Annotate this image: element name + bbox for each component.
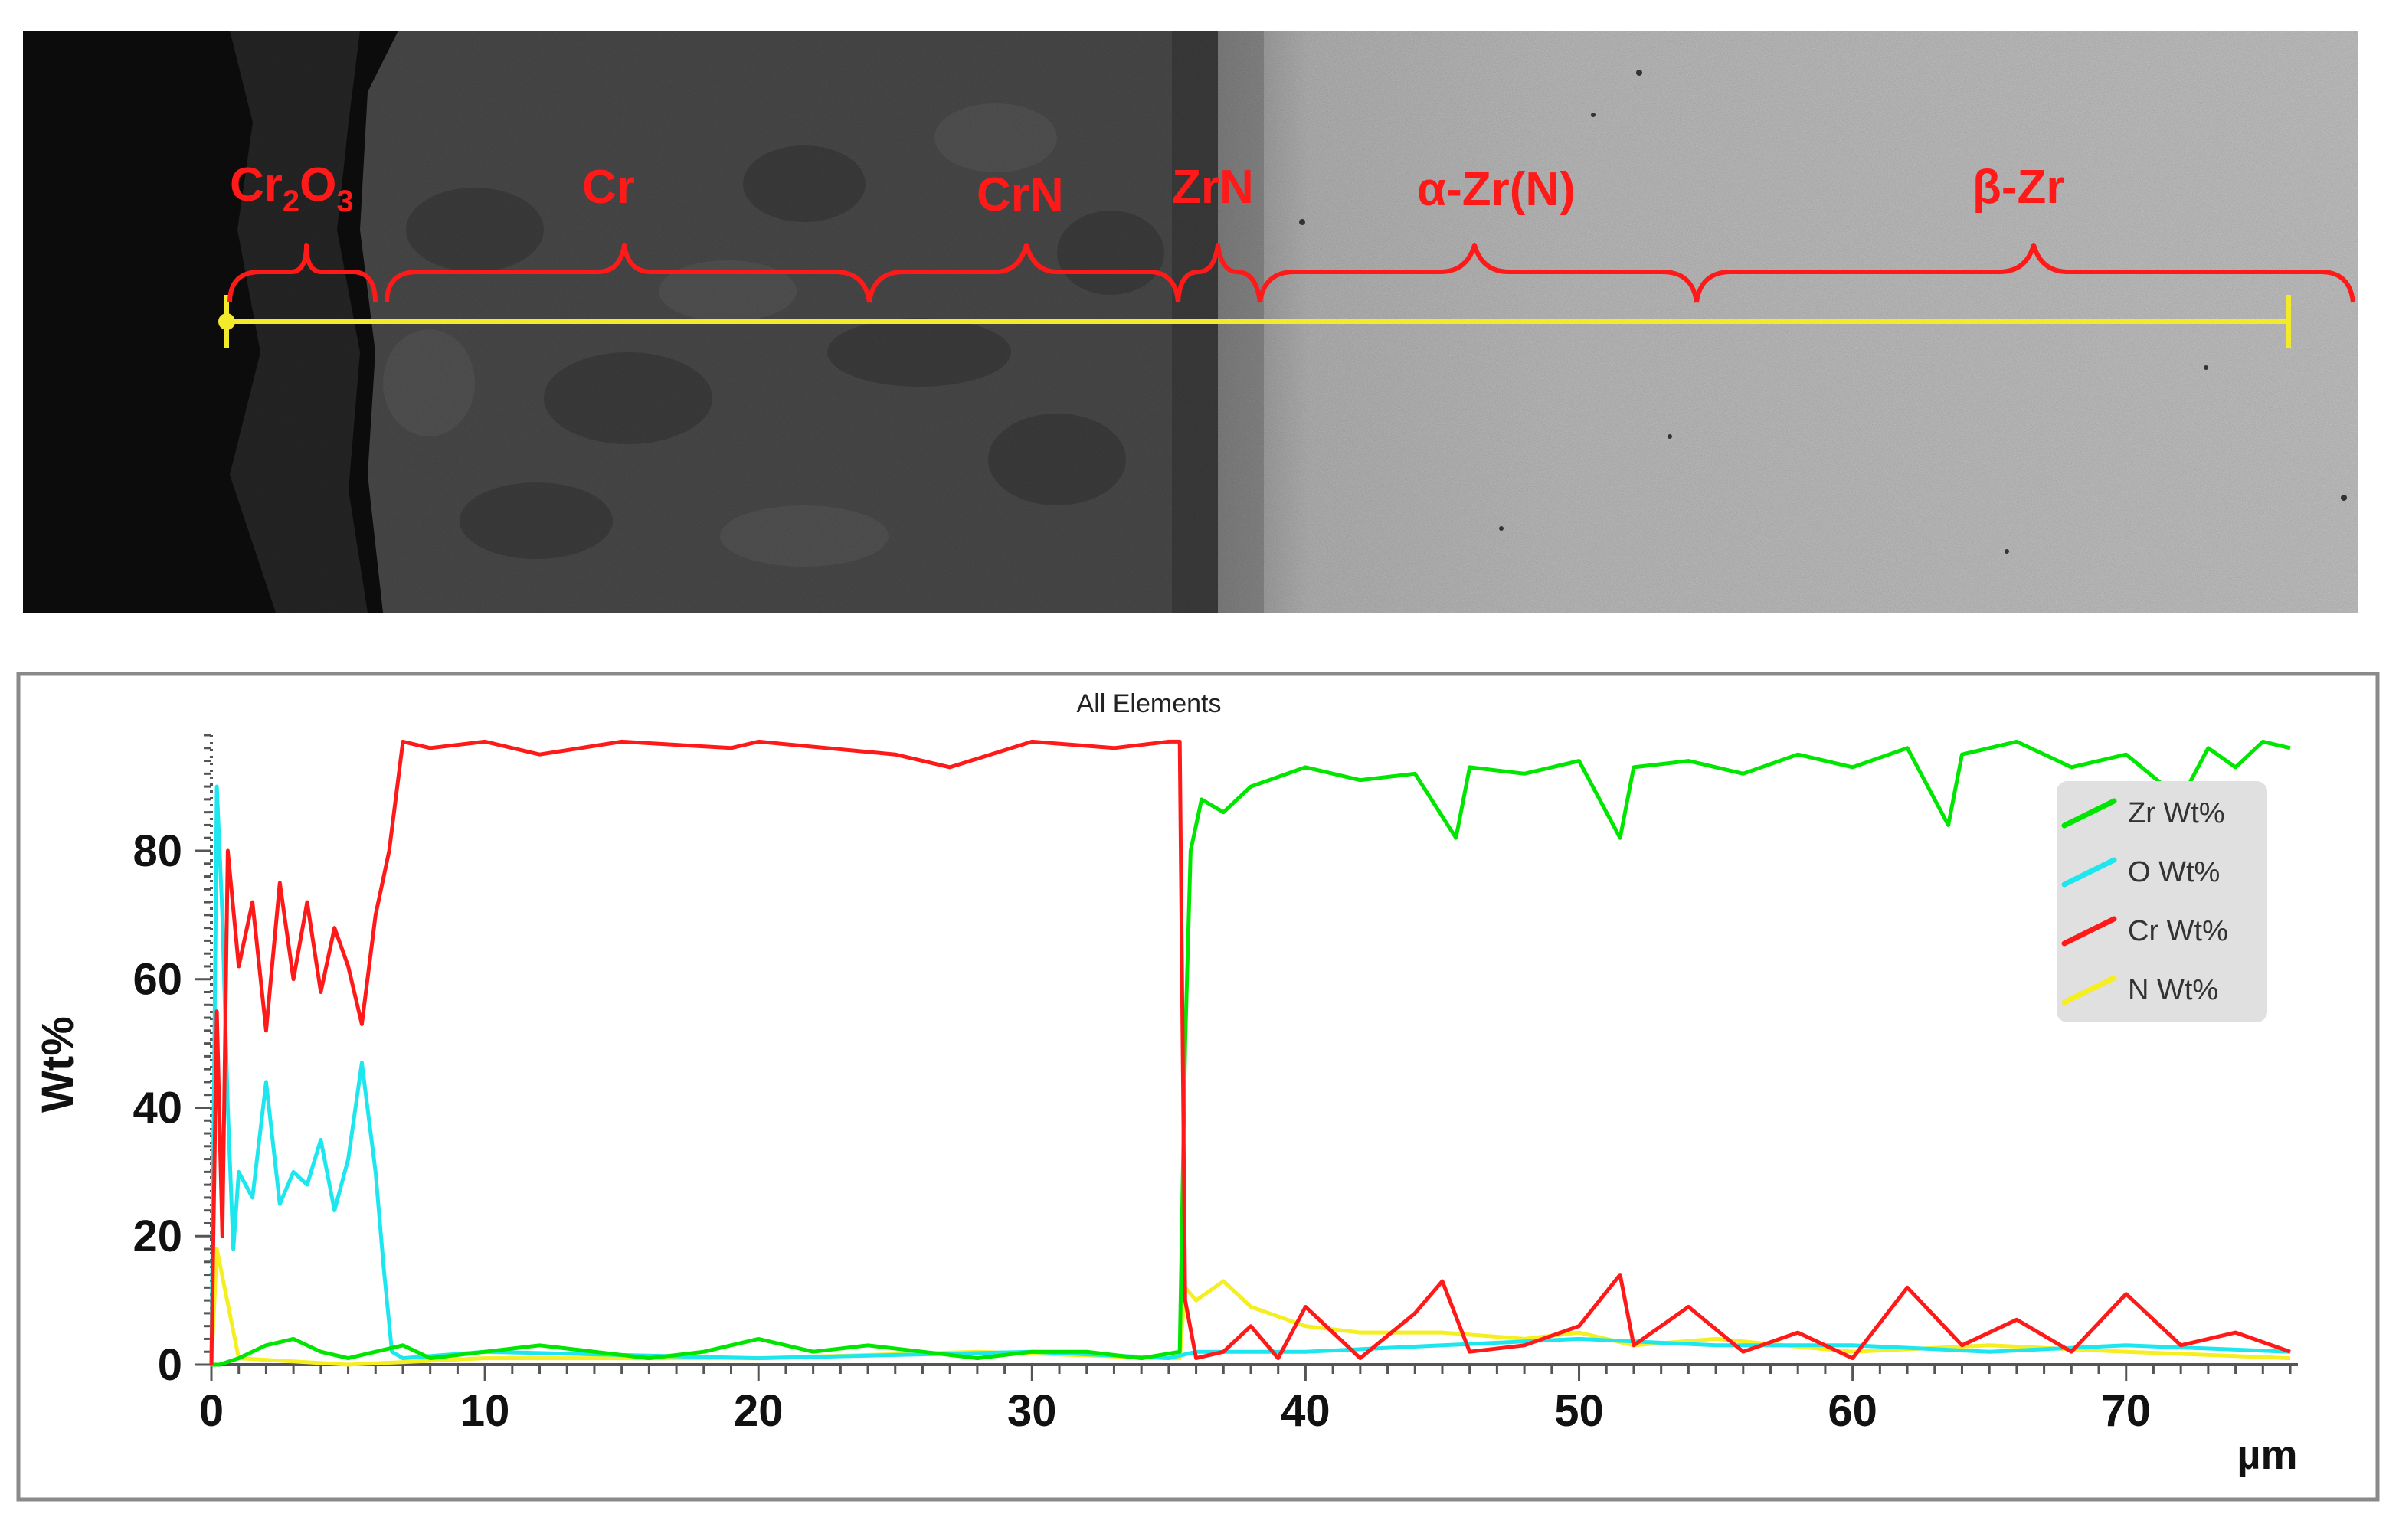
y-tick-label: 60 (133, 955, 182, 1005)
label-zrn: ZrN (1172, 161, 1254, 214)
x-tick-label: 0 (199, 1386, 224, 1436)
x-tick-label: 30 (1007, 1386, 1057, 1436)
x-tick-label: 70 (2101, 1386, 2151, 1436)
series-line-cr (209, 739, 2291, 1365)
brace-beta-zr (1694, 243, 2355, 303)
legend-swatch (2061, 975, 2117, 1005)
legend-swatch (2061, 798, 2117, 829)
label-alpha-zr: α-Zr(N) (1417, 163, 1576, 216)
label-cr: Cr (582, 161, 635, 214)
brace-cr (385, 243, 872, 303)
legend-entry: Zr Wt% (2128, 797, 2225, 829)
legend-entry: Cr Wt% (2128, 915, 2228, 947)
brace-alpha-zr (1258, 243, 1699, 303)
label-beta-zr: β-Zr (1972, 161, 2065, 214)
chart-title: All Elements (1077, 689, 1222, 718)
series-line-n (209, 1247, 2291, 1367)
series-line-o (209, 784, 2291, 1365)
x-tick-label: 60 (1828, 1386, 1877, 1436)
y-tick-label: 0 (158, 1340, 182, 1390)
label-crn: CrN (977, 168, 1064, 221)
linescan-path (218, 295, 2291, 348)
legend-entry: O Wt% (2128, 856, 2220, 888)
chart-frame (16, 672, 2380, 1502)
y-tick-label: 80 (133, 826, 182, 876)
y-axis-label: Wt% (33, 1016, 83, 1113)
series-line-zr (211, 739, 2291, 1367)
legend-entry: N Wt% (2128, 974, 2218, 1006)
y-tick-label: 40 (133, 1083, 182, 1133)
x-axis-label: µm (2237, 1432, 2297, 1478)
y-tick-label: 20 (133, 1211, 182, 1261)
brace-crn (867, 243, 1180, 303)
legend: Zr Wt% O Wt% Cr Wt% N Wt% (2057, 781, 2267, 1022)
brace-zrn (1176, 243, 1262, 303)
x-tick-label: 40 (1281, 1386, 1330, 1436)
brace-cr2o3 (227, 243, 378, 303)
x-tick-label: 50 (1554, 1386, 1604, 1436)
sem-micrograph: Cr2O3 Cr CrN ZrN α-Zr(N) β-Zr (23, 31, 2358, 613)
x-tick-label: 10 (460, 1386, 510, 1436)
phase-braces (227, 243, 2355, 303)
legend-swatch (2061, 857, 2117, 888)
x-tick-label: 20 (734, 1386, 784, 1436)
legend-swatch (2061, 916, 2117, 947)
